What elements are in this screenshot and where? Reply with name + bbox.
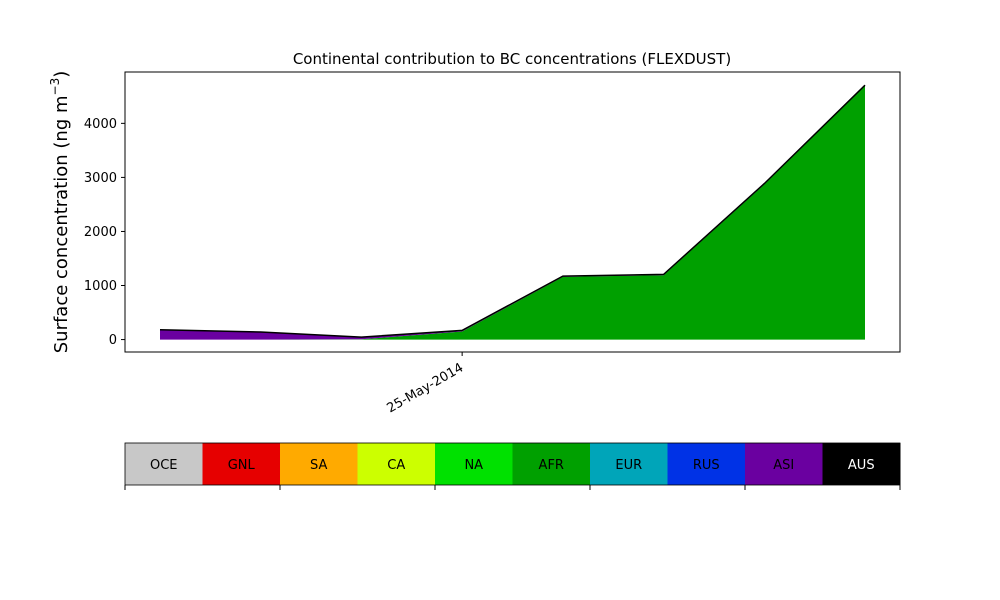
plot-frame	[124, 71, 901, 353]
legend-frame	[124, 442, 901, 486]
y-axis-label-text: Surface concentration (ng m	[51, 95, 72, 353]
y-axis-label-close: )	[51, 71, 72, 78]
legend-label-na: NA	[464, 458, 483, 473]
y-tick-label: 0	[109, 333, 117, 348]
y-axis: 0 1000 2000 3000 4000	[84, 117, 125, 348]
y-tick-label: 4000	[84, 117, 117, 132]
x-tick-label: 25-May-2014	[384, 360, 466, 416]
legend-swatch-rus	[667, 443, 746, 485]
legend-swatch-afr	[512, 443, 591, 485]
legend-swatch-asi	[745, 443, 823, 485]
legend-label-aus: AUS	[848, 458, 875, 473]
legend-colorbar: OCE GNL SA CA NA AFR EUR RUS ASI AUS	[124, 442, 901, 490]
legend-swatch-gnl	[202, 443, 281, 485]
y-axis-label: Surface concentration (ng m−3)	[48, 71, 72, 354]
legend-swatch-aus	[822, 443, 901, 485]
legend-label-oce: OCE	[150, 458, 178, 473]
y-axis-label-superscript: −3	[48, 78, 62, 96]
legend-swatch-oce	[125, 443, 203, 485]
legend-swatch-na	[435, 443, 513, 485]
legend-label-gnl: GNL	[228, 458, 256, 473]
legend-label-sa: SA	[310, 458, 327, 473]
legend-label-rus: RUS	[693, 458, 720, 473]
area-afr	[160, 85, 865, 340]
legend-label-asi: ASI	[773, 458, 794, 473]
legend-swatch-ca	[357, 443, 436, 485]
legend-label-ca: CA	[387, 458, 405, 473]
legend-swatch-eur	[590, 443, 668, 485]
y-tick-label: 3000	[84, 171, 117, 186]
stacked-areas	[159, 84, 866, 340]
x-axis: 25-May-2014	[384, 352, 466, 416]
y-tick-label: 2000	[84, 225, 117, 240]
legend-label-afr: AFR	[539, 458, 564, 473]
chart-title: Continental contribution to BC concentra…	[293, 50, 731, 68]
stack-total-line	[159, 84, 866, 338]
legend-label-eur: EUR	[615, 458, 642, 473]
y-tick-label: 1000	[84, 279, 117, 294]
legend-swatch-sa	[280, 443, 358, 485]
